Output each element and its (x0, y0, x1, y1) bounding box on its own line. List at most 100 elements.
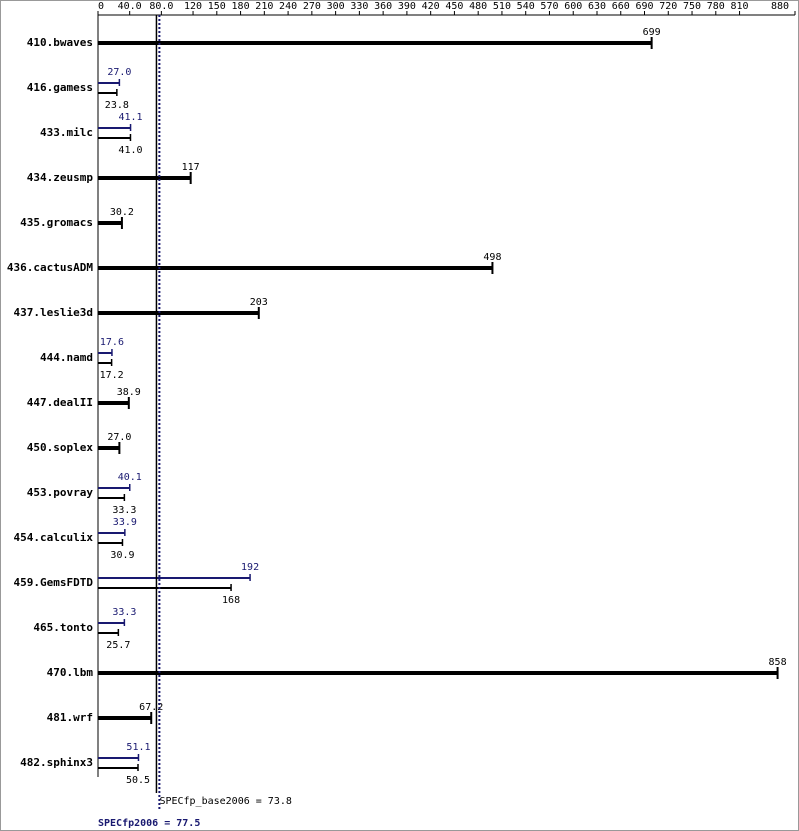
bar (98, 497, 125, 499)
category-label: 465.tonto (33, 621, 93, 634)
bar (98, 82, 120, 84)
category-label: 434.zeusmp (27, 171, 94, 184)
x-tick-label: 570 (540, 1, 558, 12)
category-label: 435.gromacs (20, 216, 93, 229)
value-label: 41.0 (118, 145, 142, 156)
value-label: 699 (643, 27, 661, 38)
bar (98, 542, 123, 544)
bar (98, 362, 112, 364)
x-tick-label: 270 (303, 1, 321, 12)
bar (98, 176, 191, 180)
value-label: 117 (182, 162, 200, 173)
bar (98, 127, 131, 129)
x-tick-label: 0 (98, 1, 104, 12)
bar (98, 487, 130, 489)
bar (98, 266, 493, 270)
category-label: 454.calculix (14, 531, 94, 544)
value-label: 67.2 (139, 702, 163, 713)
x-tick-label: 810 (731, 1, 749, 12)
category-label: 482.sphinx3 (20, 756, 93, 769)
x-tick-label: 480 (469, 1, 487, 12)
bar (98, 622, 125, 624)
category-label: 459.GemsFDTD (14, 576, 94, 589)
value-label: 38.9 (117, 387, 141, 398)
value-label: 17.2 (100, 370, 124, 381)
value-label: 27.0 (107, 67, 131, 78)
category-label: 453.povray (27, 486, 94, 499)
bar (98, 137, 131, 139)
x-tick-label: 600 (564, 1, 582, 12)
bar (98, 577, 251, 579)
x-tick-label: 660 (612, 1, 630, 12)
bar (98, 352, 112, 354)
x-tick-label: 880 (771, 1, 789, 12)
x-tick-label: 420 (422, 1, 440, 12)
category-label: 436.cactusADM (7, 261, 93, 274)
category-label: 433.milc (40, 126, 93, 139)
x-tick-label: 240 (279, 1, 297, 12)
x-tick-label: 360 (374, 1, 392, 12)
bar (98, 446, 120, 450)
value-label: 51.1 (126, 742, 150, 753)
x-tick-label: 630 (588, 1, 606, 12)
x-tick-label: 720 (659, 1, 677, 12)
bar (98, 671, 778, 675)
category-label: 437.leslie3d (14, 306, 93, 319)
bar (98, 767, 138, 769)
value-label: 33.3 (112, 607, 136, 618)
x-tick-label: 330 (350, 1, 368, 12)
bar (98, 92, 117, 94)
value-label: 17.6 (100, 337, 124, 348)
category-label: 450.soplex (27, 441, 94, 454)
x-tick-label: 120 (184, 1, 202, 12)
x-tick-label: 780 (707, 1, 725, 12)
value-label: 25.7 (106, 640, 130, 651)
bar (98, 532, 125, 534)
x-tick-label: 40.0 (118, 1, 142, 12)
value-label: 498 (483, 252, 501, 263)
bar (98, 716, 152, 720)
value-label: 30.9 (110, 550, 134, 561)
x-tick-label: 540 (517, 1, 535, 12)
value-label: 33.9 (113, 517, 137, 528)
bar (98, 221, 122, 225)
value-label: 858 (769, 657, 787, 668)
value-label: 41.1 (119, 112, 143, 123)
value-label: 27.0 (107, 432, 131, 443)
bar (98, 41, 652, 45)
bar (98, 632, 119, 634)
category-label: 444.namd (40, 351, 93, 364)
bar (98, 311, 259, 315)
reference-label: SPECfp_base2006 = 73.8 (159, 796, 291, 807)
x-tick-label: 390 (398, 1, 416, 12)
x-tick-label: 450 (445, 1, 463, 12)
bar (98, 587, 232, 589)
category-label: 416.gamess (27, 81, 93, 94)
category-label: 481.wrf (47, 711, 93, 724)
x-tick-label: 510 (493, 1, 511, 12)
value-label: 50.5 (126, 775, 150, 786)
category-label: 470.lbm (47, 666, 94, 679)
value-label: 30.2 (110, 207, 134, 218)
value-label: 23.8 (105, 100, 129, 111)
value-label: 33.3 (112, 505, 136, 516)
reference-label: SPECfp2006 = 77.5 (98, 818, 200, 829)
value-label: 203 (250, 297, 268, 308)
value-label: 168 (222, 595, 240, 606)
x-tick-label: 150 (208, 1, 226, 12)
x-tick-label: 210 (255, 1, 273, 12)
value-label: 192 (241, 562, 259, 573)
category-label: 410.bwaves (27, 36, 93, 49)
value-label: 40.1 (118, 472, 142, 483)
x-tick-label: 80.0 (149, 1, 173, 12)
x-tick-label: 690 (635, 1, 653, 12)
bar (98, 757, 139, 759)
x-tick-label: 180 (232, 1, 250, 12)
category-label: 447.dealII (27, 396, 93, 409)
x-tick-label: 300 (327, 1, 345, 12)
x-tick-label: 750 (683, 1, 701, 12)
bar (98, 401, 129, 405)
